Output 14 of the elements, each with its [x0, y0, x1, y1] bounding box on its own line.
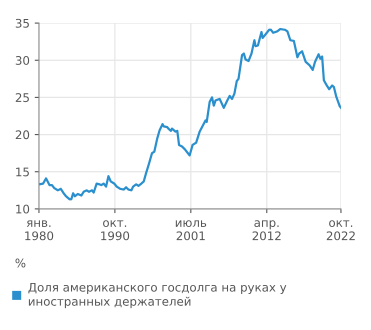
- y-axis-title: %: [15, 258, 26, 268]
- y-tick-label: 30: [16, 56, 30, 65]
- legend-label: Доля американского госдолга на руках у иностранных держателей: [28, 282, 286, 308]
- x-tick-label: окт. 1990: [101, 220, 130, 240]
- x-tick-label: июль 2001: [176, 220, 206, 240]
- y-tick-label: 10: [16, 204, 30, 214]
- y-tick-label: 20: [16, 130, 30, 140]
- y-tick-label: 15: [16, 168, 29, 176]
- x-tick-label: окт. 2022: [326, 220, 355, 240]
- x-tick-label: апр. 2012: [252, 220, 281, 240]
- y-tick-label: 25: [16, 93, 29, 102]
- line-series: [38, 28, 341, 200]
- y-tick-label: 35: [16, 18, 29, 28]
- x-tick-label: янв. 1980: [25, 220, 54, 240]
